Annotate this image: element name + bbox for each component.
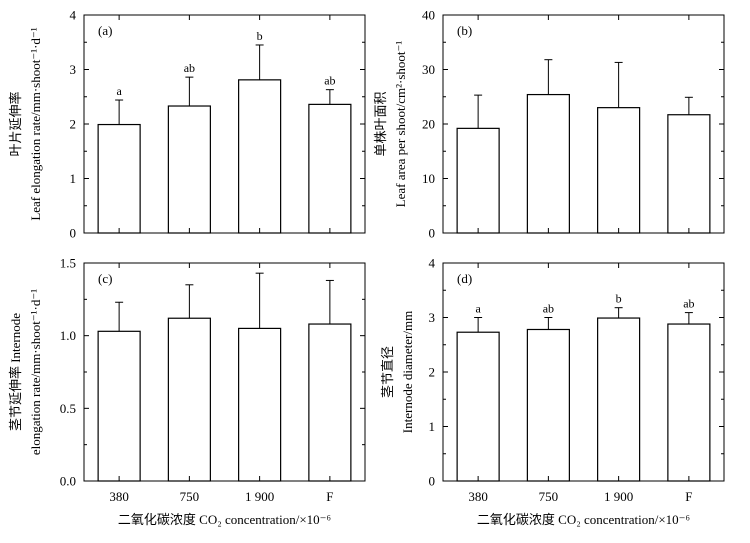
significance-letter: b bbox=[616, 292, 622, 306]
panel-label: (a) bbox=[98, 23, 112, 38]
bar bbox=[308, 103, 352, 234]
x-tick-label: 1 900 bbox=[245, 489, 274, 504]
significance-letter: ab bbox=[683, 297, 694, 311]
x-tick-label: 1 900 bbox=[604, 489, 633, 504]
significance-letter: a bbox=[475, 302, 481, 316]
y-tick-label: 10 bbox=[422, 171, 435, 186]
y-tick-label: 3 bbox=[429, 310, 436, 325]
x-axis-label: 二氧化碳浓度 CO₂ concentration/×10⁻⁶ bbox=[118, 512, 331, 527]
y-axis-label-en: Leaf elongation rate/mm·shoot⁻¹·d⁻¹ bbox=[28, 27, 43, 220]
y-tick-label: 1 bbox=[70, 171, 77, 186]
significance-letter: ab bbox=[324, 74, 335, 88]
y-axis-label: 单株叶面积 Leaf area per shoot/cm²·shoot⁻¹ bbox=[373, 41, 408, 208]
y-tick-label: 1 bbox=[429, 419, 436, 434]
y-axis-label-en: Leaf area per shoot/cm²·shoot⁻¹ bbox=[393, 41, 408, 208]
x-tick-label: 380 bbox=[468, 489, 488, 504]
x-tick-label: 750 bbox=[539, 489, 559, 504]
y-axis-label-cn: 茎节直径 bbox=[380, 346, 395, 398]
y-tick-label: 20 bbox=[422, 117, 435, 132]
bar bbox=[667, 323, 711, 482]
y-tick-label: 4 bbox=[70, 8, 77, 23]
x-axis-label: 二氧化碳浓度 CO₂ concentration/×10⁻⁶ bbox=[477, 512, 690, 527]
x-tick-label: F bbox=[685, 489, 692, 504]
y-tick-label: 2 bbox=[429, 365, 436, 380]
significance-letter: b bbox=[257, 29, 263, 43]
y-tick-label: 0.5 bbox=[60, 401, 76, 416]
y-tick-label: 1.0 bbox=[60, 328, 76, 343]
y-axis-label-cn: 叶片延伸率 bbox=[8, 91, 23, 156]
significance-letter: a bbox=[116, 84, 122, 98]
significance-letter: ab bbox=[543, 302, 554, 316]
y-axis-label: 茎节延伸率 Internode bbox=[8, 313, 23, 431]
y-tick-label: 3 bbox=[70, 62, 77, 77]
bar bbox=[456, 331, 500, 482]
y-tick-label: 0 bbox=[70, 226, 77, 241]
significance-letter: ab bbox=[184, 61, 195, 75]
y-tick-label: 1.5 bbox=[60, 256, 76, 271]
bar bbox=[167, 105, 211, 234]
x-tick-label: 380 bbox=[109, 489, 129, 504]
bar bbox=[167, 317, 211, 482]
bar bbox=[308, 323, 352, 482]
y-tick-label: 2 bbox=[70, 117, 77, 132]
bar bbox=[597, 107, 641, 234]
y-axis-label-cn: 茎节延伸率 bbox=[8, 366, 23, 431]
panel-label: (c) bbox=[98, 271, 112, 286]
y-axis-label: 茎节直径 Internode diameter/mm bbox=[380, 311, 415, 433]
panel-label: (d) bbox=[457, 271, 472, 286]
bar bbox=[238, 327, 282, 482]
y-tick-label: 40 bbox=[422, 8, 435, 23]
x-tick-label: 750 bbox=[180, 489, 200, 504]
bar bbox=[526, 93, 570, 234]
y-axis-label: 叶片延伸率 Leaf elongation rate/mm·shoot⁻¹·d⁻¹ bbox=[8, 27, 43, 220]
bar bbox=[238, 79, 282, 234]
y-axis-label-line2: elongation rate/mm·shoot⁻¹·d⁻¹ bbox=[28, 289, 43, 455]
y-axis-label-en: Internode diameter/mm bbox=[400, 311, 415, 433]
bar bbox=[456, 127, 500, 234]
y-tick-label: 0 bbox=[429, 226, 436, 241]
y-tick-label: 0.0 bbox=[60, 474, 76, 489]
y-tick-label: 30 bbox=[422, 62, 435, 77]
bar bbox=[667, 114, 711, 234]
y-tick-label: 0 bbox=[429, 474, 436, 489]
bar bbox=[97, 330, 141, 482]
x-tick-label: F bbox=[326, 489, 333, 504]
y-tick-label: 4 bbox=[429, 256, 436, 271]
panel-label: (b) bbox=[457, 23, 472, 38]
y-axis-label-cn: 单株叶面积 bbox=[373, 91, 388, 156]
bar bbox=[97, 123, 141, 234]
bar bbox=[597, 317, 641, 482]
bar bbox=[526, 328, 570, 482]
y-axis-label-en: Internode bbox=[8, 313, 23, 366]
